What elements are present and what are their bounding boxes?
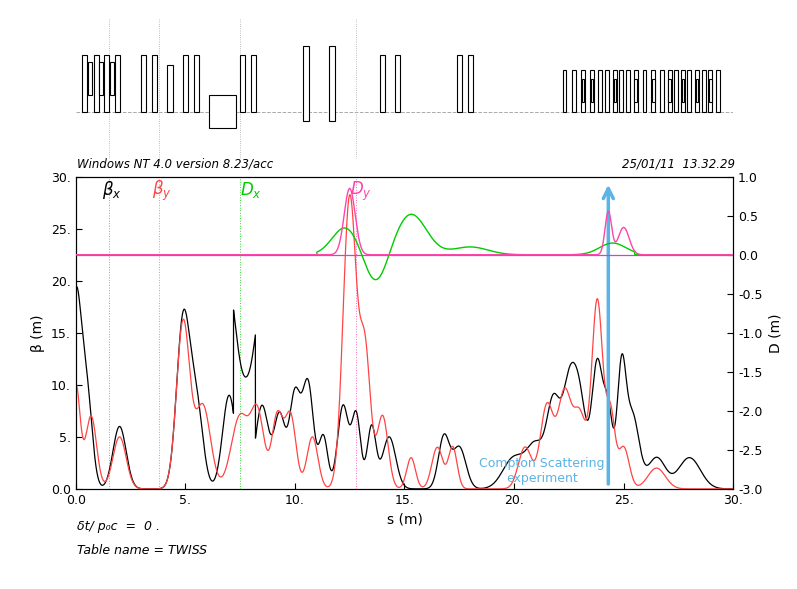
Bar: [115, 55, 120, 112]
Bar: [104, 55, 109, 112]
Bar: [613, 70, 617, 112]
Bar: [183, 55, 188, 112]
Text: Windows NT 4.0 version 8.23/acc: Windows NT 4.0 version 8.23/acc: [77, 158, 273, 171]
Bar: [716, 70, 720, 112]
Bar: [605, 70, 609, 112]
Bar: [99, 62, 103, 95]
Bar: [457, 55, 461, 112]
Bar: [660, 70, 664, 112]
Bar: [88, 62, 92, 95]
Bar: [194, 55, 198, 112]
Bar: [590, 70, 594, 112]
Bar: [303, 46, 309, 121]
Bar: [619, 70, 623, 112]
Text: $D_y$: $D_y$: [350, 180, 371, 203]
Bar: [329, 46, 336, 121]
Bar: [572, 70, 576, 112]
Bar: [468, 55, 473, 112]
Text: δt/ p₀c  =  0 .: δt/ p₀c = 0 .: [77, 520, 160, 533]
Bar: [251, 55, 256, 112]
Text: Compton Scattering
experiment: Compton Scattering experiment: [479, 457, 605, 485]
Bar: [696, 79, 698, 102]
Y-axis label: β (m): β (m): [31, 314, 45, 352]
Bar: [167, 65, 173, 112]
Bar: [709, 79, 712, 102]
Bar: [642, 70, 646, 112]
Bar: [709, 70, 713, 112]
Bar: [591, 79, 593, 102]
Bar: [651, 70, 655, 112]
Bar: [634, 79, 637, 102]
Text: 25/01/11  13.32.29: 25/01/11 13.32.29: [622, 158, 735, 171]
Bar: [94, 55, 99, 112]
Bar: [598, 70, 602, 112]
Bar: [688, 70, 691, 112]
Bar: [669, 79, 671, 102]
Bar: [82, 55, 87, 112]
Bar: [152, 55, 157, 112]
Text: Table name = TWISS: Table name = TWISS: [77, 544, 207, 557]
Bar: [652, 79, 654, 102]
Bar: [395, 55, 400, 112]
Bar: [681, 70, 685, 112]
X-axis label: s (m): s (m): [387, 512, 422, 527]
Bar: [582, 79, 584, 102]
Bar: [695, 70, 699, 112]
Text: $\beta_x$: $\beta_x$: [102, 180, 122, 201]
Bar: [681, 79, 684, 102]
Text: $D_x$: $D_x$: [240, 180, 262, 200]
Text: $\beta_y$: $\beta_y$: [152, 179, 172, 203]
Bar: [563, 70, 567, 112]
Bar: [210, 95, 236, 128]
Bar: [240, 55, 245, 112]
Bar: [668, 70, 672, 112]
Bar: [701, 70, 705, 112]
Bar: [626, 70, 630, 112]
Bar: [110, 62, 114, 95]
Bar: [674, 70, 678, 112]
Bar: [380, 55, 385, 112]
Bar: [634, 70, 638, 112]
Y-axis label: D (m): D (m): [768, 313, 782, 353]
Bar: [141, 55, 146, 112]
Bar: [614, 79, 616, 102]
Bar: [581, 70, 585, 112]
